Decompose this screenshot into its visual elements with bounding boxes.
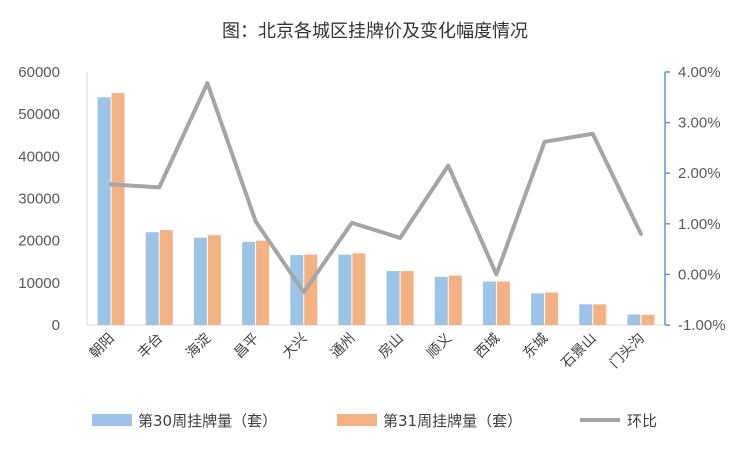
category-label: 顺义 <box>424 331 455 362</box>
legend-label-week31: 第31周挂牌量（套） <box>383 412 522 430</box>
left-tick-label: 0 <box>52 317 60 334</box>
bar-week31 <box>304 254 318 325</box>
left-tick-label: 50000 <box>18 106 60 123</box>
category-label: 东城 <box>520 331 551 362</box>
category-label: 石景山 <box>559 331 600 372</box>
bar-week31 <box>352 253 366 325</box>
bar-week31 <box>496 281 510 325</box>
bar-week30 <box>531 293 545 325</box>
category-label: 海淀 <box>183 331 214 362</box>
category-label: 丰台 <box>135 331 166 362</box>
category-label: 朝阳 <box>87 331 118 362</box>
category-label: 门头沟 <box>607 331 648 372</box>
bar-week30 <box>242 241 256 325</box>
category-label: 昌平 <box>231 331 262 362</box>
left-tick-label: 10000 <box>18 275 60 292</box>
bar-week31 <box>448 275 462 325</box>
right-y-axis: -1.00% 0.00% 1.00% 2.00% 3.00% 4.00% <box>664 64 726 334</box>
category-label: 西城 <box>472 331 503 362</box>
legend-label-week30: 第30周挂牌量（套） <box>138 412 277 430</box>
bar-week30 <box>627 314 641 325</box>
bar-week31 <box>545 292 559 325</box>
bar-week30 <box>290 255 304 325</box>
bar-week31 <box>593 304 607 325</box>
right-tick-label: 2.00% <box>678 165 721 182</box>
left-tick-label: 40000 <box>18 148 60 165</box>
category-label: 大兴 <box>279 331 310 362</box>
bar-week30 <box>145 232 159 325</box>
right-tick-label: 1.00% <box>678 216 721 233</box>
bar-week31 <box>111 93 125 325</box>
left-y-axis: 0 10000 20000 30000 40000 50000 60000 <box>18 64 665 334</box>
left-tick-label: 20000 <box>18 233 60 250</box>
right-tick-label: -1.00% <box>678 317 726 334</box>
legend-label-huanbi: 环比 <box>627 412 657 430</box>
right-tick-label: 4.00% <box>678 64 721 81</box>
huanbi-line <box>109 81 643 295</box>
bar-week31 <box>256 240 270 325</box>
bar-week30 <box>97 97 111 325</box>
bar-week31 <box>400 271 414 325</box>
category-labels: 朝阳 丰台 海淀 昌平 大兴 通州 房山 顺义 西城 东城 石景山 门头沟 <box>87 331 648 372</box>
category-label: 房山 <box>376 331 407 362</box>
bar-series <box>97 93 655 325</box>
bar-week31 <box>207 235 221 325</box>
legend: 第30周挂牌量（套） 第31周挂牌量（套） 环比 <box>92 412 657 430</box>
right-tick-label: 0.00% <box>678 266 721 283</box>
bar-week31 <box>641 314 655 325</box>
bar-week30 <box>338 254 352 325</box>
legend-swatch-week30 <box>92 414 132 426</box>
legend-swatch-week31 <box>337 414 377 426</box>
right-tick-label: 3.00% <box>678 115 721 132</box>
bar-week30 <box>386 271 400 325</box>
line-series <box>109 81 643 295</box>
bar-week30 <box>482 281 496 325</box>
bar-week30 <box>434 276 448 325</box>
left-tick-label: 30000 <box>18 191 60 208</box>
category-label: 通州 <box>328 331 359 362</box>
bar-week30 <box>579 304 593 325</box>
bar-week30 <box>193 237 207 325</box>
left-tick-label: 60000 <box>18 64 60 81</box>
bar-week31 <box>159 230 173 325</box>
chart-title: 图：北京各城区挂牌价及变化幅度情况 <box>222 21 528 42</box>
